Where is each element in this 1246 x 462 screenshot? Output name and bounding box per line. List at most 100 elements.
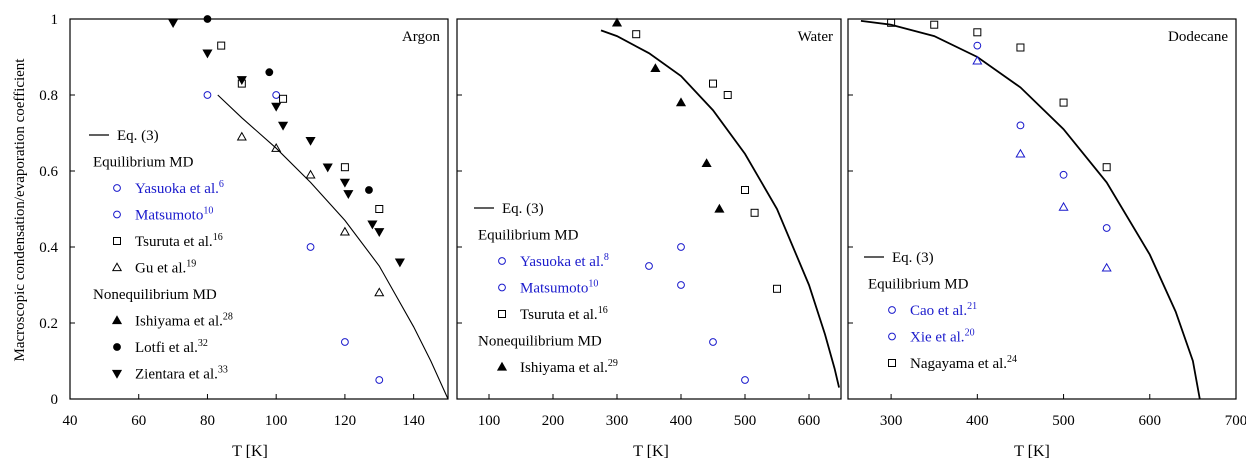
water-legend-label: Equilibrium MD: [478, 228, 579, 244]
water-data-point: [611, 17, 623, 27]
water-x-tick-label: 600: [798, 413, 821, 429]
dodecane-legend-label: Xie et al.20: [910, 328, 975, 346]
dodecane-data-point: [973, 28, 982, 37]
argon-x-tick-label: 80: [200, 413, 215, 429]
dodecane-legend-label: Nagayama et al.24: [910, 354, 1017, 372]
argon-data-point: [305, 136, 316, 146]
argon-data-point: [271, 102, 282, 112]
water-legend-reference: 16: [598, 305, 608, 316]
dodecane-x-tick-label: 600: [1139, 413, 1162, 429]
water-legend-marker: [496, 361, 508, 371]
argon-data-point: [374, 228, 385, 238]
argon-legend-reference: 19: [186, 259, 196, 270]
water-data-point: [701, 158, 712, 168]
water-x-axis-label: T [K]: [633, 443, 669, 460]
y-tick-label: 0.2: [39, 316, 58, 332]
dodecane-data-point: [1015, 148, 1026, 158]
dodecane-panel-title: Dodecane: [1168, 29, 1228, 45]
dodecane-x-tick-label: 400: [966, 413, 989, 429]
dodecane-legend-label: Eq. (3): [892, 250, 934, 266]
water-x-tick-label: 300: [606, 413, 629, 429]
dodecane-legend-reference: 20: [965, 328, 975, 339]
water-legend-marker: [498, 283, 506, 292]
dodecane-data-point: [887, 18, 896, 27]
water-data-point: [632, 30, 641, 39]
water-data-point: [677, 281, 685, 289]
argon-x-axis-label: T [K]: [232, 443, 268, 460]
dodecane-x-tick-label: 300: [880, 413, 903, 429]
water-legend-marker: [498, 310, 506, 318]
water-legend-reference: 8: [604, 252, 609, 263]
water-legend-label: Tsuruta et al.16: [520, 305, 608, 323]
dodecane-plot-frame: [847, 18, 1237, 400]
dodecane-data-point: [973, 41, 982, 50]
argon-data-point: [279, 94, 288, 103]
dodecane-eq3-curve: [860, 20, 1201, 400]
argon-data-point: [202, 49, 213, 59]
argon-x-tick-label: 120: [334, 413, 357, 429]
argon-data-point: [305, 169, 316, 179]
argon-data-point: [340, 163, 349, 172]
argon-data-point: [271, 142, 282, 152]
water-plot-frame: [456, 18, 842, 400]
argon-data-point: [306, 243, 315, 251]
argon-legend-label: Equilibrium MD: [93, 155, 194, 171]
argon-legend-reference: 10: [203, 206, 213, 217]
argon-data-point: [375, 205, 384, 213]
dodecane-data-point: [1059, 98, 1068, 107]
argon-data-point: [203, 15, 212, 23]
argon-x-tick-label: 100: [265, 413, 288, 429]
water-x-tick-label: 400: [670, 413, 693, 429]
water-legend-reference: 10: [588, 279, 598, 290]
argon-data-point: [203, 91, 212, 99]
argon-legend-label: Ishiyama et al.28: [135, 312, 233, 330]
water-data-point: [750, 208, 759, 217]
argon-data-point: [339, 226, 350, 236]
argon-legend-label: Matsumoto10: [135, 206, 213, 224]
argon-legend-marker: [113, 343, 121, 351]
argon-legend-reference: 6: [219, 179, 224, 190]
argon-plot-frame: [69, 18, 449, 400]
argon-data-point: [394, 258, 405, 268]
argon-legend-reference: 16: [213, 232, 223, 243]
argon-data-point: [272, 91, 281, 99]
water-x-tick-label: 100: [478, 413, 501, 429]
argon-data-point: [236, 76, 247, 86]
dodecane-data-point: [1016, 43, 1025, 52]
argon-x-tick-label: 40: [63, 413, 78, 429]
dodecane-legend-reference: 24: [1007, 354, 1017, 365]
argon-legend-label: Nonequilibrium MD: [93, 287, 217, 303]
y-tick-label: 1: [51, 12, 59, 28]
water-x-tick-label: 200: [542, 413, 565, 429]
water-legend-label: Ishiyama et al.29: [520, 358, 618, 376]
argon-legend-marker: [113, 237, 121, 245]
argon-data-point: [343, 190, 354, 200]
argon-legend-label: Gu et al.19: [135, 259, 196, 277]
argon-x-tick-label: 140: [402, 413, 425, 429]
argon-data-point: [365, 186, 373, 194]
dodecane-data-point: [1058, 201, 1069, 211]
water-data-point: [650, 63, 661, 73]
dodecane-legend-reference: 21: [967, 301, 977, 312]
argon-legend-marker: [111, 369, 123, 379]
water-data-point: [645, 262, 653, 270]
dodecane-legend-marker: [888, 306, 896, 314]
water-eq3-curve: [600, 29, 840, 388]
dodecane-x-tick-label: 700: [1225, 413, 1246, 429]
dodecane-data-point: [1101, 262, 1112, 272]
dodecane-data-point: [1016, 121, 1025, 130]
argon-data-point: [265, 68, 274, 77]
argon-data-point: [375, 376, 384, 384]
argon-legend-label: Eq. (3): [117, 128, 159, 144]
argon-legend-reference: 28: [223, 312, 233, 323]
dodecane-legend-label: Equilibrium MD: [868, 277, 969, 293]
argon-legend-marker: [111, 315, 123, 325]
argon-legend-label: Tsuruta et al.16: [135, 232, 223, 250]
argon-data-point: [217, 41, 226, 50]
argon-legend-reference: 32: [198, 338, 208, 349]
dodecane-data-point: [930, 20, 939, 29]
argon-legend-label: Zientara et al.33: [135, 365, 228, 383]
argon-legend-label: Yasuoka et al.6: [135, 179, 224, 197]
water-legend-label: Matsumoto10: [520, 279, 598, 297]
